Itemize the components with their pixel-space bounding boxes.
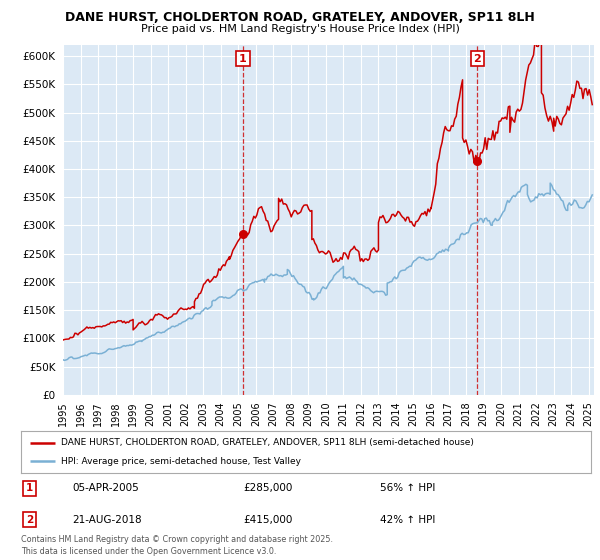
Text: 42% ↑ HPI: 42% ↑ HPI — [380, 515, 436, 525]
Text: £285,000: £285,000 — [244, 483, 293, 493]
Text: £415,000: £415,000 — [244, 515, 293, 525]
Text: DANE HURST, CHOLDERTON ROAD, GRATELEY, ANDOVER, SP11 8LH: DANE HURST, CHOLDERTON ROAD, GRATELEY, A… — [65, 11, 535, 24]
Text: HPI: Average price, semi-detached house, Test Valley: HPI: Average price, semi-detached house,… — [61, 457, 301, 466]
Text: DANE HURST, CHOLDERTON ROAD, GRATELEY, ANDOVER, SP11 8LH (semi-detached house): DANE HURST, CHOLDERTON ROAD, GRATELEY, A… — [61, 438, 474, 447]
Text: 2: 2 — [26, 515, 33, 525]
Text: Price paid vs. HM Land Registry's House Price Index (HPI): Price paid vs. HM Land Registry's House … — [140, 24, 460, 34]
Text: 2: 2 — [473, 54, 481, 63]
Text: 56% ↑ HPI: 56% ↑ HPI — [380, 483, 436, 493]
Text: 1: 1 — [239, 54, 247, 63]
Text: Contains HM Land Registry data © Crown copyright and database right 2025.
This d: Contains HM Land Registry data © Crown c… — [21, 535, 333, 556]
Text: 21-AUG-2018: 21-AUG-2018 — [73, 515, 142, 525]
Text: 1: 1 — [26, 483, 33, 493]
Text: 05-APR-2005: 05-APR-2005 — [73, 483, 139, 493]
